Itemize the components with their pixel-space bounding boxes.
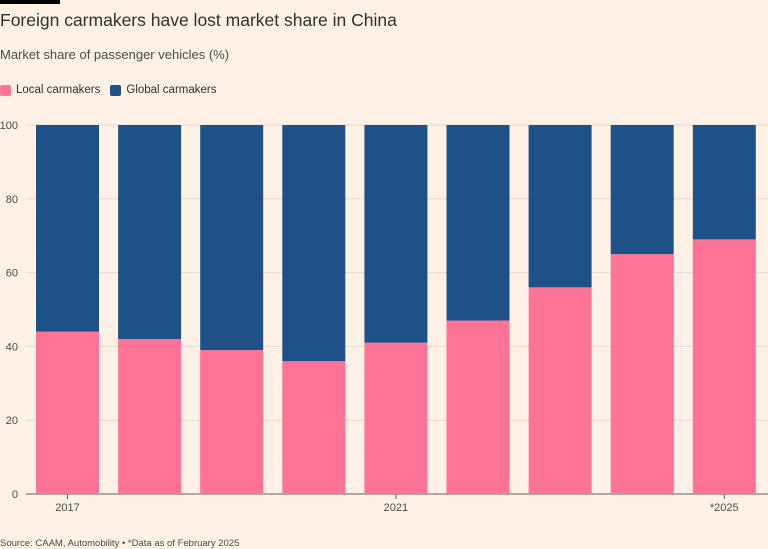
bar-local-2025 (692, 239, 756, 494)
brand-bar (0, 0, 60, 4)
bar-global-2024 (610, 125, 674, 255)
chart-title: Foreign carmakers have lost market share… (0, 10, 397, 30)
legend-label-global: Global carmakers (126, 84, 217, 96)
source-note: Source: CAAM, Automobility • *Data as of… (0, 538, 240, 549)
x-tick-label: 2021 (384, 502, 408, 514)
y-tick-label: 60 (6, 268, 18, 280)
legend: Local carmakers Global carmakers (0, 84, 227, 96)
legend-swatch-global (110, 84, 122, 96)
bar-global-2019 (200, 125, 264, 351)
bar-global-2025 (692, 125, 756, 240)
legend-item-global: Global carmakers (110, 84, 217, 96)
bar-local-2017 (36, 331, 99, 494)
chart-subtitle: Market share of passenger vehicles (%) (0, 47, 230, 62)
legend-swatch-local (0, 84, 11, 96)
bar-global-2022 (446, 125, 510, 321)
y-tick-label: 20 (6, 415, 18, 427)
bar-local-2024 (610, 254, 674, 494)
bar-global-2018 (118, 125, 182, 340)
bar-global-2017 (36, 125, 99, 332)
y-tick-label: 100 (0, 120, 18, 132)
x-tick-label: *2025 (710, 502, 739, 514)
y-tick-label: 0 (12, 489, 18, 501)
bar-local-2019 (200, 350, 264, 494)
y-tick-label: 80 (6, 194, 18, 206)
y-tick-label: 40 (6, 341, 18, 353)
bar-local-2018 (118, 339, 182, 494)
bar-global-2023 (528, 125, 592, 288)
legend-label-local: Local carmakers (16, 84, 101, 96)
bar-local-2023 (528, 287, 592, 494)
legend-item-local: Local carmakers (0, 84, 100, 96)
bar-local-2021 (364, 342, 428, 494)
bar-local-2020 (282, 361, 346, 494)
bar-global-2021 (364, 125, 428, 343)
bar-local-2022 (446, 320, 510, 494)
bar-global-2020 (282, 125, 346, 362)
x-tick-label: 2017 (55, 502, 79, 514)
